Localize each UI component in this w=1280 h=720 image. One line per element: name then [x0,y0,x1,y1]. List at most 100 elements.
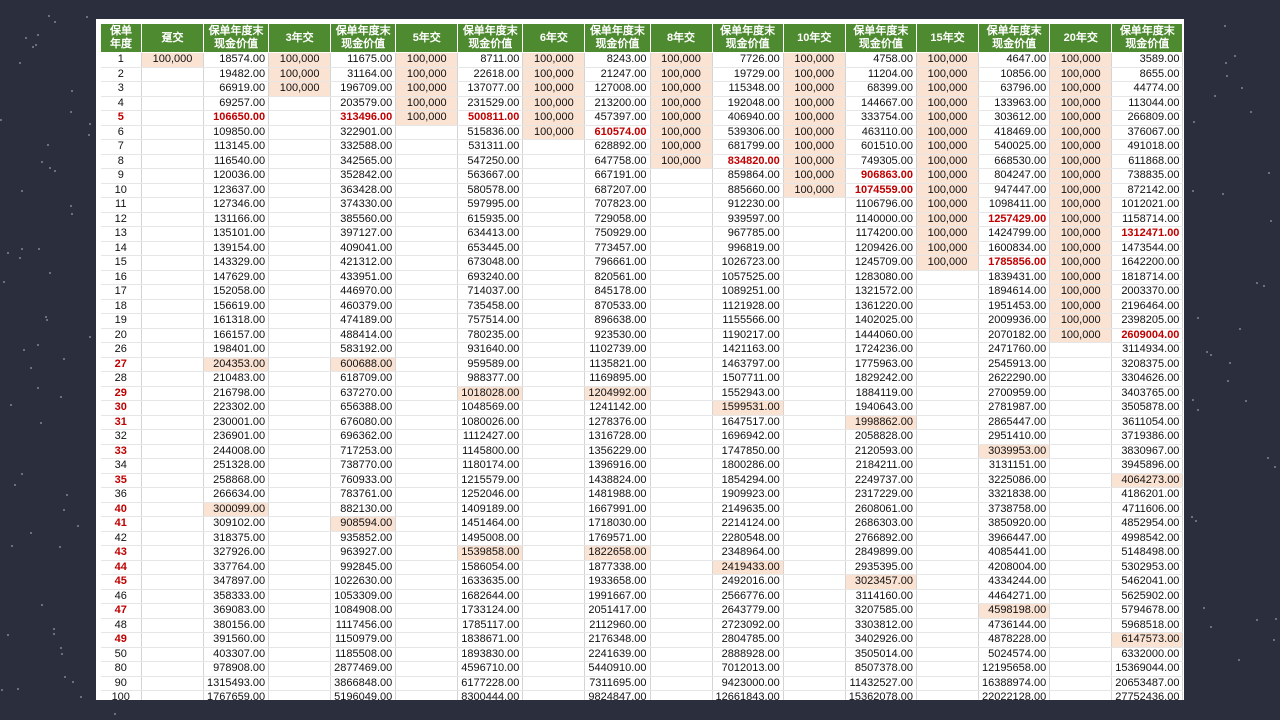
cash-value-cell: 601510.00 [845,139,917,155]
table-row: 2 19482.00 100,000 31164.00 100,000 22618.00 1… [100,67,1184,82]
cash-value-cell: 2214124.00 [712,516,784,532]
policy-year-cell: 48 [100,618,142,633]
premium-cell [268,632,332,648]
cash-value-cell: 611868.00 [1111,154,1184,169]
premium-cell [395,328,459,343]
premium-cell: 100,000 [783,52,846,68]
cash-value-cell: 1084908.00 [330,603,397,619]
cash-value-cell: 2951410.00 [978,429,1051,445]
cash-value-cell: 4064273.00 [1111,473,1184,488]
header-cash-value: 保单年度末 现金价值 [584,23,651,53]
cash-value-cell: 696362.00 [330,429,397,445]
premium-cell: 100,000 [395,81,459,97]
header-payment-8yr: 8年交 [649,23,713,53]
cash-value-cell: 1586054.00 [457,560,524,575]
premium-cell [1049,574,1113,590]
policy-year-cell: 46 [100,589,142,604]
cash-value-cell: 156619.00 [203,299,270,314]
premium-cell [650,560,713,575]
cash-value-cell: 3402926.00 [845,632,917,648]
premium-cell [650,270,713,285]
cash-value-cell: 2804785.00 [712,632,784,648]
policy-year-cell: 32 [100,429,142,445]
policy-year-cell: 34 [100,458,142,474]
cash-value-cell: 1933658.00 [584,574,651,590]
policy-year-cell: 36 [100,487,142,503]
cash-value-cell: 216798.00 [203,386,270,401]
table-row: 33 244008.00 717253.00 1145800.00 1356229.00… [100,444,1184,459]
policy-year-cell: 50 [100,647,142,662]
premium-cell [916,531,979,546]
cash-value-cell: 1089251.00 [712,284,784,300]
premium-cell [395,690,459,700]
premium-cell [916,284,979,300]
policy-year-cell: 40 [100,502,142,517]
cash-value-cell: 738835.00 [1111,168,1184,184]
premium-cell [522,357,586,372]
premium-cell [268,226,332,242]
star-speck [1273,638,1276,641]
cash-value-cell: 363428.00 [330,183,397,198]
cash-value-cell: 213200.00 [584,96,651,111]
cash-value-cell: 123637.00 [203,183,270,198]
star-speck [63,358,66,361]
cash-value-cell: 4711606.00 [1111,502,1184,517]
cash-value-cell: 266809.00 [1111,110,1184,126]
header-cash-value: 保单年度末 现金价值 [1111,23,1184,53]
table-row: 17 152058.00 446970.00 714037.00 845178.00 10… [100,284,1184,300]
cash-value-cell: 820561.00 [584,270,651,285]
cash-value-cell: 3304626.00 [1111,371,1184,387]
premium-cell [141,415,204,430]
table-row: 14 139154.00 409041.00 653445.00 773457.00 99… [100,241,1184,256]
cash-value-cell: 2700959.00 [978,386,1051,401]
policy-year-cell: 6 [100,125,142,140]
premium-cell [268,154,332,169]
premium-cell [395,661,459,677]
premium-cell [522,458,586,474]
premium-cell [522,473,586,488]
header-cash-value: 保单年度末 现金价值 [330,23,397,53]
star-speck [10,544,13,547]
premium-cell [141,357,204,372]
policy-year-cell: 42 [100,531,142,546]
star-speck [1256,281,1259,284]
premium-cell: 100,000 [1049,212,1113,227]
table-row: 27 204353.00 600688.00 959589.00 1135821.00 1… [100,357,1184,372]
cash-value-cell: 1053309.00 [330,589,397,604]
star-speck [54,169,57,172]
premium-cell: 100,000 [650,81,713,97]
premium-cell [522,690,586,700]
cash-value-cell: 615935.00 [457,212,524,227]
star-speck [1241,86,1244,89]
cash-value-cell: 1026723.00 [712,255,784,271]
cash-value-cell: 5625902.00 [1111,589,1184,604]
cash-value-cell: 4085441.00 [978,545,1051,561]
policy-year-cell: 20 [100,328,142,343]
cash-value-cell: 859864.00 [712,168,784,184]
premium-cell [650,516,713,532]
premium-cell [650,487,713,503]
cash-value-cell: 717253.00 [330,444,397,459]
premium-cell [522,197,586,213]
cash-value-cell: 2176348.00 [584,632,651,648]
star-speck [29,367,32,370]
premium-cell [650,632,713,648]
table-row: 7 113145.00 332588.00 531311.00 628892.00 100… [100,139,1184,155]
table-row: 100 1767659.00 5196049.00 8300444.00 9824847… [100,690,1184,700]
cash-value-cell: 2280548.00 [712,531,784,546]
cash-value-cell: 1894614.00 [978,284,1051,300]
cash-value-cell: 18574.00 [203,52,270,68]
cash-value-cell: 1696942.00 [712,429,784,445]
policy-year-cell: 35 [100,473,142,488]
premium-cell: 100,000 [916,168,979,184]
cash-value-cell: 376067.00 [1111,125,1184,140]
premium-cell: 100,000 [916,212,979,227]
table-row: 8 116540.00 342565.00 547250.00 647758.00 100… [100,154,1184,169]
star-speck [17,688,20,691]
premium-cell: 100,000 [522,125,586,140]
premium-cell: 100,000 [395,110,459,126]
cash-value-cell: 2196464.00 [1111,299,1184,314]
cash-value-cell: 5196049.00 [330,690,397,700]
premium-cell [268,139,332,155]
policy-year-cell: 33 [100,444,142,459]
